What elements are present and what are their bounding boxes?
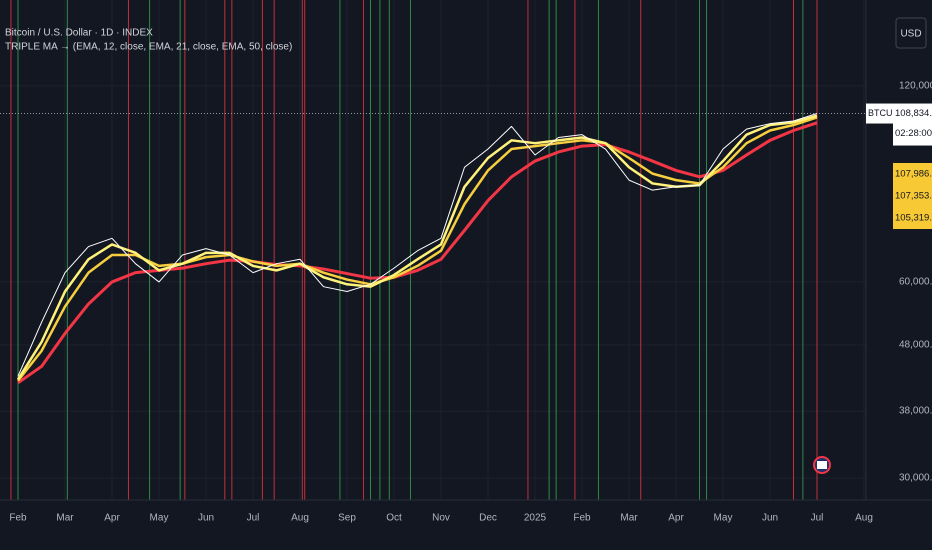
ema-tag-box <box>893 185 932 207</box>
x-tick-label: Apr <box>104 513 120 524</box>
symbol-tag-box <box>866 103 893 124</box>
ema-tag-label: 107,353.34 <box>895 191 932 202</box>
y-tick-label: 48,000.00 <box>899 340 932 351</box>
last-price-label: 108,834.64 <box>895 108 932 119</box>
x-tick-label: Mar <box>620 513 638 524</box>
last-price-box <box>893 103 932 146</box>
x-tick-label: Jun <box>198 513 214 524</box>
ema-tag-label: 107,986.52 <box>895 169 932 180</box>
x-tick-label: Aug <box>855 513 873 524</box>
x-tick-label: Jul <box>247 513 260 524</box>
indicator-label: TRIPLE MA → (EMA, 12, close, EMA, 21, cl… <box>5 42 292 53</box>
x-tick-label: Feb <box>9 513 27 524</box>
ema-line <box>17 121 818 385</box>
chart-title: Bitcoin / U.S. Dollar · 1D · INDEX <box>5 28 153 39</box>
countdown-label: 02:28:00 <box>895 128 932 139</box>
currency-button[interactable] <box>895 17 927 49</box>
plot-area <box>0 0 866 500</box>
x-tick-label: Apr <box>668 513 684 524</box>
x-tick-label: Feb <box>573 513 591 524</box>
symbol-tag: BTCUSD <box>868 108 906 118</box>
y-tick-label: 38,000.00 <box>899 406 932 417</box>
x-tick-label: Jul <box>811 513 824 524</box>
x-tick-label: 2025 <box>524 513 547 524</box>
y-tick-label: 60,000.00 <box>899 277 932 288</box>
currency-label[interactable]: USD <box>900 29 921 40</box>
x-tick-label: Jun <box>762 513 778 524</box>
x-tick-label: Aug <box>291 513 309 524</box>
x-tick-label: Sep <box>338 513 356 524</box>
ema-tag-box <box>893 163 932 185</box>
x-tick-label: May <box>150 513 169 524</box>
x-tick-label: Oct <box>386 513 402 524</box>
x-tick-label: Dec <box>479 513 497 524</box>
x-tick-label: Mar <box>56 513 74 524</box>
y-tick-label: 30,000.00 <box>899 473 932 484</box>
flag-icon <box>813 456 831 474</box>
x-tick-label: Nov <box>432 513 450 524</box>
ema-line <box>17 116 818 382</box>
ema-tag-label: 105,319.81 <box>895 213 932 224</box>
ema-tag-box <box>893 207 932 229</box>
x-tick-label: May <box>714 513 733 524</box>
price-line <box>17 113 818 377</box>
y-tick-label: 120,000.00 <box>899 81 932 92</box>
